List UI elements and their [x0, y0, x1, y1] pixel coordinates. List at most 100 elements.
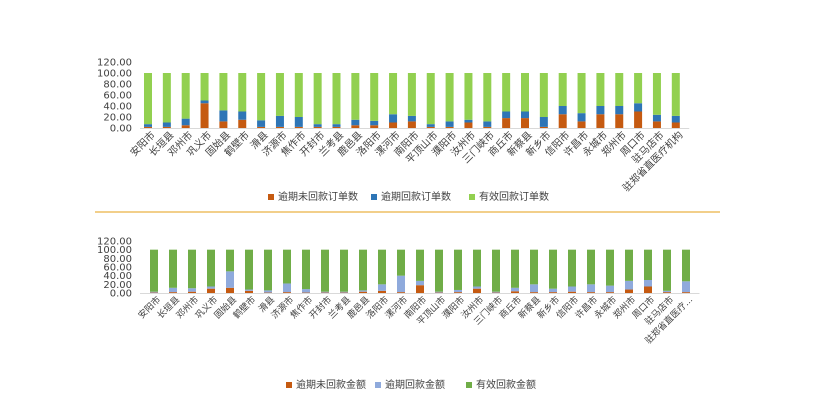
bar-segment — [359, 249, 367, 291]
bar-segment — [188, 291, 196, 293]
bar-segment — [521, 73, 529, 112]
bar-segment — [207, 288, 215, 293]
bar-segment — [644, 249, 652, 280]
bar-segment — [313, 124, 322, 127]
bar-segment — [511, 287, 519, 292]
bar-segment — [275, 126, 284, 128]
bar-segment — [226, 271, 234, 288]
bar-segment — [264, 290, 272, 293]
bar-segment — [473, 286, 481, 289]
bar-segment — [502, 118, 511, 128]
bar-segment — [340, 291, 348, 293]
bar-segment — [682, 281, 690, 293]
bar-segment — [492, 249, 500, 292]
bar-segment — [483, 126, 492, 128]
bar-segment — [587, 284, 595, 293]
bar-segment — [549, 288, 557, 293]
bar-segment — [539, 117, 548, 127]
bar-segment — [200, 73, 209, 101]
bar-segment — [332, 126, 341, 128]
legend-swatch — [268, 194, 274, 200]
bar-segment — [577, 73, 586, 114]
bar-segment — [294, 73, 303, 117]
y-tick-label: 80.00 — [103, 80, 132, 91]
bar-segment — [407, 73, 416, 116]
bar-segment — [144, 124, 152, 127]
bar-segment — [587, 249, 595, 285]
bar-segment — [169, 287, 177, 293]
bar-segment — [644, 280, 652, 287]
bar-segment — [188, 288, 196, 292]
bar-segment — [671, 122, 680, 128]
bar-segment — [416, 249, 424, 281]
bars — [150, 249, 690, 293]
bar-segment — [283, 283, 291, 293]
bar-segment — [435, 291, 443, 293]
bar-segment — [257, 120, 266, 127]
bar-segment — [663, 290, 671, 293]
bar-segment — [625, 280, 633, 290]
bar-segment — [332, 73, 341, 125]
bar-segment — [426, 126, 435, 128]
bar-segment — [332, 124, 341, 127]
bar-segment — [634, 73, 643, 104]
bar-segment — [445, 73, 454, 122]
bar-segment — [370, 73, 379, 121]
bar-segment — [530, 284, 538, 293]
legend-label: 逾期回款订单数 — [381, 190, 451, 203]
legend-swatch — [371, 194, 377, 200]
y-tick-label: 0.00 — [110, 289, 132, 300]
bar-segment — [162, 122, 171, 127]
bar-segment — [464, 73, 473, 120]
bar-segment — [302, 289, 310, 293]
bar-segment — [615, 106, 624, 115]
y-tick-label: 100.00 — [97, 69, 132, 80]
bar-segment — [483, 121, 492, 127]
bar-segment — [435, 249, 443, 292]
bar-segment — [454, 292, 462, 293]
bar-segment — [370, 120, 379, 126]
bar-segment — [492, 291, 500, 293]
bar-segment — [407, 115, 416, 122]
bar-segment — [144, 73, 152, 125]
bar-segment — [663, 292, 671, 293]
bar-segment — [445, 121, 454, 127]
bar-segment — [378, 290, 386, 293]
legend: 逾期未回款订单数 逾期回款订单数 有效回款订单数 — [268, 190, 549, 203]
y-tick-label: 100.00 — [97, 245, 132, 256]
bar-segment — [264, 249, 272, 291]
bar-segment — [587, 292, 595, 293]
bar-segment — [549, 292, 557, 293]
chart-1: 0.0020.0040.0060.0080.00100.00120.00安阳市长… — [97, 58, 690, 203]
bar-segment — [558, 106, 567, 115]
bar-segment — [257, 73, 266, 121]
legend-swatch — [286, 382, 292, 388]
bar-segment — [238, 73, 247, 112]
bar-segment — [596, 73, 605, 106]
bar-segment — [445, 126, 454, 128]
bar-segment — [283, 292, 291, 293]
bar-segment — [502, 73, 511, 112]
legend-swatch — [466, 382, 472, 388]
bar-segment — [625, 289, 633, 293]
bar-segment — [549, 249, 557, 289]
bar-segment — [238, 119, 247, 128]
bar-segment — [682, 249, 690, 282]
bar-segment — [615, 114, 624, 128]
y-tick-label: 0.00 — [110, 124, 132, 135]
bar-segment — [378, 284, 386, 291]
bar-segment — [219, 121, 228, 128]
chart-2: 0.0020.0040.0060.0080.00100.00120.00安阳市长… — [97, 237, 700, 391]
bar-segment — [426, 73, 435, 125]
y-tick-label: 120.00 — [97, 58, 132, 69]
y-tick-label: 20.00 — [103, 280, 132, 291]
bar-segment — [644, 286, 652, 293]
bar-segment — [473, 249, 481, 287]
bar-segment — [378, 249, 386, 285]
bar-segment — [370, 125, 379, 128]
bar-segment — [625, 249, 633, 281]
legend-label: 有效回款订单数 — [479, 190, 549, 203]
legend-label: 有效回款金额 — [476, 378, 536, 391]
